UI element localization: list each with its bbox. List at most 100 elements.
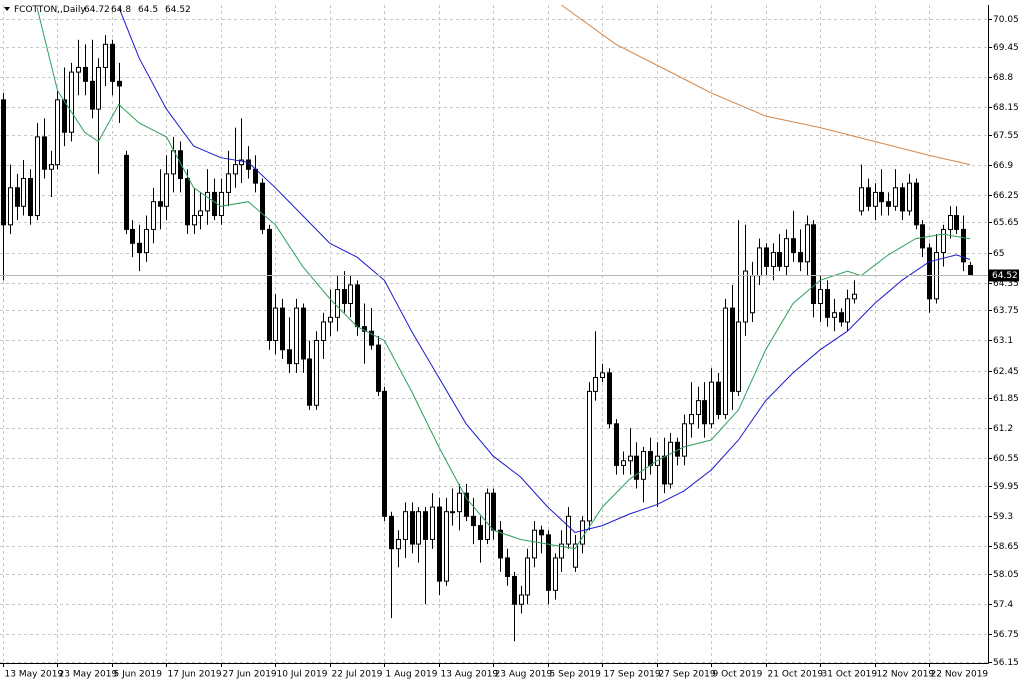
y-tick-label: 66.9: [993, 161, 1013, 171]
candle-body: [505, 557, 510, 577]
candle-body: [239, 159, 244, 166]
candle-body: [219, 191, 224, 217]
y-tick-label: 63.1: [993, 336, 1013, 346]
x-tick-label: 22 Nov 2019: [931, 670, 989, 680]
candle-body: [1, 99, 6, 226]
y-tick-label: 58.65: [993, 542, 1019, 552]
grid: [0, 5, 988, 663]
current-price-label: 64.52: [992, 271, 1018, 281]
candle-body: [314, 339, 319, 406]
candle-body: [423, 511, 428, 540]
y-tick-label: 67.55: [993, 131, 1019, 141]
candle-body: [621, 460, 626, 466]
y-tick-label: 61.2: [993, 424, 1013, 434]
y-tick-label: 69.45: [993, 43, 1019, 53]
candle-body: [83, 66, 88, 82]
candle-body: [185, 178, 190, 226]
candle-body: [280, 307, 285, 351]
current-price-box: [989, 269, 1019, 282]
candle-body: [553, 557, 558, 591]
x-tick-label: 23 Aug 2019: [495, 670, 553, 680]
high-value: 64.8: [111, 5, 131, 15]
candle-body: [634, 455, 639, 480]
candle-body: [948, 215, 953, 230]
candle-body: [702, 400, 707, 425]
candle-body: [450, 511, 455, 514]
candle-body: [151, 201, 156, 230]
candle-body: [805, 224, 810, 263]
candle-body: [124, 154, 129, 230]
candle-body: [342, 289, 347, 304]
candle-body: [287, 349, 292, 365]
candle-body: [491, 492, 496, 531]
candle-body: [130, 228, 135, 244]
candle-body: [471, 515, 476, 527]
candle-body: [832, 312, 837, 318]
y-tick-label: 63.75: [993, 306, 1019, 316]
x-tick-label: 17 Sep 2019: [604, 670, 661, 680]
candle-body: [403, 511, 408, 540]
candle-body: [96, 66, 101, 110]
open-value: 64.72: [84, 5, 110, 15]
y-tick-label: 56.75: [993, 630, 1019, 640]
x-tick-label: 13 Aug 2019: [441, 670, 499, 680]
candle-body: [961, 228, 966, 263]
candle-body: [273, 307, 278, 341]
candle-body: [784, 238, 789, 267]
candle-body: [736, 321, 741, 392]
moving-average-line: [36, 7, 971, 550]
candle-body: [212, 191, 217, 217]
candle-body: [818, 289, 823, 304]
candle-body: [478, 525, 483, 540]
candle-body: [137, 242, 142, 254]
candle-body: [512, 575, 517, 605]
candle-body: [682, 423, 687, 457]
candle-body: [498, 529, 503, 559]
candle-body: [396, 538, 401, 550]
candle-body: [873, 191, 878, 207]
candle-body: [723, 307, 728, 416]
chart-header: FCOTTON,,Daily 64.72 64.8 64.5 64.52: [4, 5, 191, 15]
candle-body: [253, 168, 258, 184]
x-tick-label: 17 Jun 2019: [168, 670, 222, 680]
candle-body: [35, 136, 40, 217]
candle-body: [907, 182, 912, 212]
candle-body: [614, 423, 619, 466]
candle-body: [158, 201, 163, 207]
x-tick-label: 13 May 2019: [5, 670, 64, 680]
candle-body: [566, 515, 571, 545]
candle-body: [764, 247, 769, 267]
x-tick-label: 5 Sep 2019: [550, 670, 602, 680]
candle-body: [416, 511, 421, 545]
candle-body: [28, 178, 33, 217]
candle-body: [437, 506, 442, 582]
candle-body: [600, 372, 605, 378]
y-tick-label: 59.95: [993, 482, 1019, 492]
x-tick-label: 27 Sep 2019: [659, 670, 716, 680]
candle-body: [968, 265, 973, 276]
candle-body: [757, 247, 762, 277]
candle-body: [144, 228, 149, 254]
candle-body: [750, 275, 755, 314]
candle-body: [335, 289, 340, 318]
candle-body: [348, 284, 353, 304]
y-tick-label: 62.45: [993, 367, 1019, 377]
candle-body: [246, 159, 251, 170]
candle-body: [103, 43, 108, 68]
candle-body: [49, 164, 54, 170]
candle-body: [15, 187, 20, 207]
candle-body: [791, 238, 796, 254]
candle-body: [743, 270, 748, 323]
candle-body: [110, 43, 115, 82]
candle-body: [893, 187, 898, 207]
candle-body: [192, 215, 197, 226]
candle-body: [668, 441, 673, 485]
candle-body: [76, 66, 81, 73]
candle-body: [628, 455, 633, 462]
axes: 70.05 69.45 68.8 68.15 67.55 66.9 66.25 65.65 65…: [3, 15, 1019, 680]
candle-body: [485, 492, 490, 540]
x-tick-label: 10 Jul 2019: [277, 670, 328, 680]
plot-area: [0, 5, 988, 642]
x-tick-label: 21 Oct 2019: [768, 670, 824, 680]
